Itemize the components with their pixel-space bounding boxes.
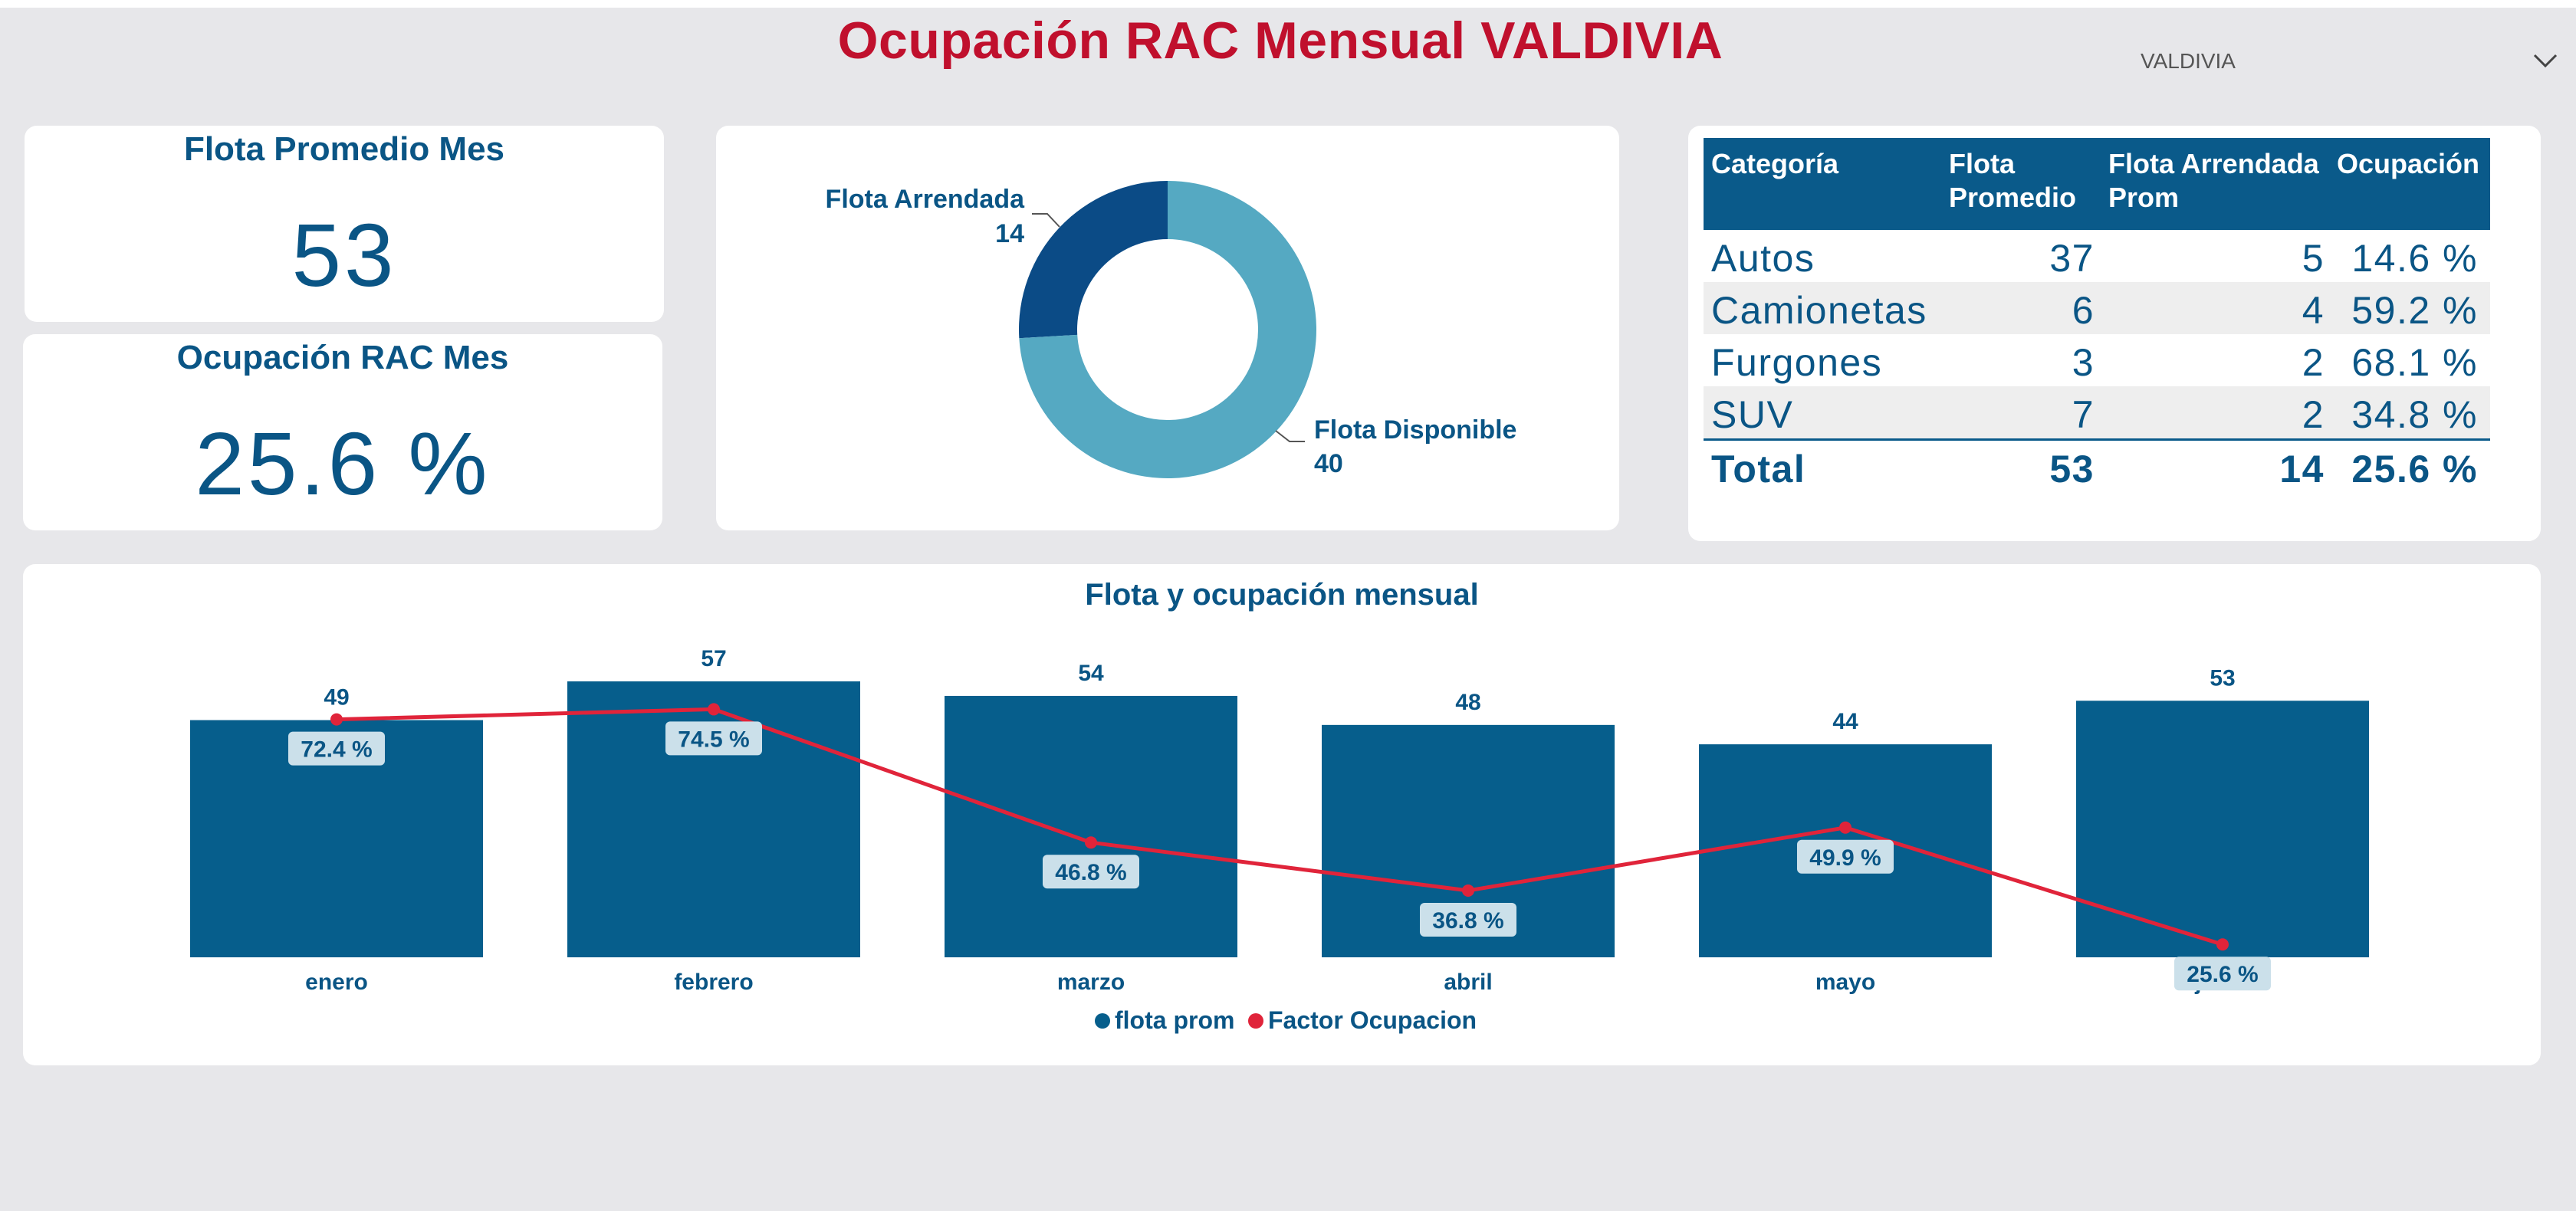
bar-value-label: 48 (1455, 690, 1480, 715)
donut-leader-disponible (1275, 430, 1305, 442)
legend-marker-flota (1095, 1013, 1110, 1029)
chart-title: Flota y ocupación mensual (1085, 578, 1479, 612)
kpi-card-ocupacion: Ocupación RAC Mes 25.6 % (23, 334, 662, 530)
cell-total-flota: 53 (2049, 448, 2095, 491)
cell-flota: 3 (2072, 341, 2095, 384)
combo-chart: 49enero57febrero54marzo48abril44mayo53ju… (190, 646, 2369, 1034)
kpi-ocupacion-value: 25.6 % (195, 414, 491, 514)
cell-total-ocupacion: 25.6 % (2351, 448, 2478, 491)
bar-value-label: 57 (701, 646, 726, 671)
slicer-value: VALDIVIA (2141, 49, 2236, 73)
kpi-card-flota: Flota Promedio Mes 53 (25, 126, 664, 322)
cell-arrendada: 2 (2302, 393, 2325, 436)
table-row: Camionetas 6 4 59.2 % (1704, 282, 2490, 334)
cell-categoria: Camionetas (1711, 289, 1927, 332)
line-point[interactable] (2216, 938, 2229, 951)
category-table: Categoría Flota Promedio Flota Arrendada… (1704, 138, 2490, 496)
kpi-flota-value: 53 (291, 205, 397, 305)
donut-chart: Flota Arrendada 14 Flota Disponible 40 (826, 181, 1516, 478)
line-value-label: 74.5 % (678, 727, 749, 752)
legend-label-ocupacion: Factor Ocupacion (1268, 1006, 1477, 1034)
x-tick-label: marzo (1057, 970, 1125, 995)
bar-marzo[interactable] (945, 695, 1237, 957)
cell-ocupacion: 14.6 % (2351, 237, 2478, 280)
cell-ocupacion: 59.2 % (2351, 289, 2478, 332)
th-flota-promedio[interactable]: Flota Promedio (1949, 148, 2077, 213)
kpi-flota-title: Flota Promedio Mes (183, 130, 505, 168)
x-tick-label: mayo (1815, 970, 1875, 995)
legend-label-flota: flota prom (1115, 1006, 1234, 1034)
bar-value-label: 54 (1078, 661, 1104, 686)
line-label-box (2174, 957, 2271, 991)
bar-junio[interactable] (2076, 701, 2369, 957)
line-label-box (1420, 902, 1516, 937)
x-tick-label: abril (1444, 970, 1492, 995)
cell-categoria: SUV (1711, 393, 1794, 436)
bar-value-label: 44 (1832, 709, 1858, 734)
donut-value-disponible: 40 (1314, 449, 1343, 478)
line-point[interactable] (1839, 821, 1852, 834)
top-strip (0, 0, 2576, 8)
cell-ocupacion: 34.8 % (2351, 393, 2478, 436)
line-label-box (665, 721, 762, 756)
line-value-label: 72.4 % (301, 737, 372, 763)
cell-categoria: Furgones (1711, 341, 1883, 384)
line-point[interactable] (1085, 836, 1097, 849)
donut-value-arrendada: 14 (995, 219, 1024, 248)
cell-arrendada: 2 (2302, 341, 2325, 384)
donut-leader-arrendada (1032, 213, 1060, 228)
line-label-box (288, 731, 385, 766)
table-row: Furgones 3 2 68.1 % (1704, 334, 2490, 386)
x-tick-label: febrero (674, 970, 753, 995)
cell-total-arrendada: 14 (2279, 448, 2325, 491)
cell-arrendada: 5 (2302, 237, 2325, 280)
line-value-label: 25.6 % (2187, 962, 2258, 987)
report-title: Ocupación RAC Mensual VALDIVIA (837, 11, 1723, 70)
line-point[interactable] (330, 713, 343, 726)
cell-total-label: Total (1711, 448, 1806, 491)
chevron-down-icon[interactable] (2530, 44, 2561, 75)
th-ocupacion[interactable]: Ocupación (2337, 148, 2480, 179)
legend-marker-ocupacion (1248, 1013, 1263, 1029)
line-label-box (1043, 855, 1139, 889)
line-value-label: 49.9 % (1809, 845, 1881, 871)
cell-flota: 7 (2072, 393, 2095, 436)
bar-value-label: 53 (2210, 665, 2235, 691)
line-factor-ocupacion[interactable] (336, 707, 2223, 947)
region-slicer[interactable]: VALDIVIA (2131, 37, 2561, 83)
line-label-box (1797, 839, 1894, 874)
th-flota-arrendada[interactable]: Flota Arrendada Prom (2108, 148, 2319, 213)
table-total-row: Total 53 14 25.6 % (1704, 438, 2490, 496)
cell-arrendada: 4 (2302, 289, 2325, 332)
cell-categoria: Autos (1711, 237, 1815, 280)
line-point[interactable] (1462, 884, 1474, 897)
cell-flota: 6 (2072, 289, 2095, 332)
line-value-label: 36.8 % (1432, 908, 1503, 934)
cell-flota: 37 (2049, 237, 2095, 280)
donut-label-arrendada: Flota Arrendada (826, 185, 1026, 214)
table-header: Categoría Flota Promedio Flota Arrendada… (1704, 138, 2490, 230)
bar-value-label: 49 (324, 685, 349, 711)
monthly-chart-card: Flota y ocupación mensual 49 enero 57 febre… (23, 564, 2541, 1065)
table-row: Autos 37 5 14.6 % (1704, 230, 2490, 282)
line-value-label: 46.8 % (1055, 860, 1126, 885)
x-tick-label: enero (305, 970, 368, 995)
donut-card: Flota Arrendada 14 Flota Disponible 40 (716, 126, 1619, 530)
table-row: SUV 7 2 34.8 % (1704, 386, 2490, 438)
th-categoria[interactable]: Categoría (1711, 148, 1839, 179)
donut-slice-flota-arrendada[interactable] (1019, 181, 1168, 339)
donut-slice-flota-disponible[interactable] (1019, 181, 1316, 478)
donut-label-disponible: Flota Disponible (1314, 415, 1516, 445)
kpi-ocupacion-title: Ocupación RAC Mes (176, 339, 509, 376)
cell-ocupacion: 68.1 % (2351, 341, 2478, 384)
line-point[interactable] (708, 703, 720, 716)
